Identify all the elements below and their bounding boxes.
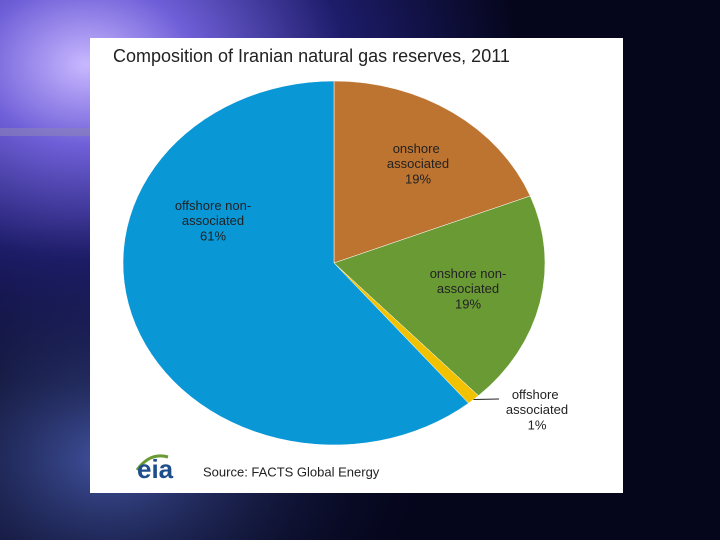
pie-slice	[333, 195, 546, 397]
slice-value-label: 19%	[455, 296, 481, 311]
accent-bar	[0, 128, 90, 136]
source: Source: FACTS Global Energy	[203, 464, 380, 479]
slice-value-label: 19%	[405, 171, 431, 186]
logo-swoosh	[135, 454, 169, 471]
slice-value-label: 61%	[200, 228, 226, 243]
pie-slice	[333, 80, 531, 264]
slice-label: offshore non-associated	[175, 198, 251, 228]
leader-line	[473, 398, 500, 401]
slice-label: offshore associated	[506, 387, 568, 417]
slice-label: onshore associated	[387, 141, 449, 171]
pie-slice	[122, 80, 469, 446]
chart-title: Composition of Iranian natural gas reser…	[113, 46, 510, 66]
logo: eia	[137, 454, 174, 484]
slice-value-label: 1%	[528, 417, 547, 432]
slice-label: onshore non-associated	[430, 266, 507, 296]
